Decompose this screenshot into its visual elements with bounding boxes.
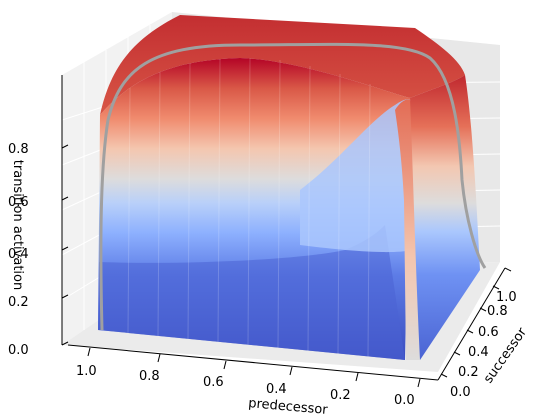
x-tick-label: 0.0 [394, 393, 415, 408]
z-tick-label: 0.2 [8, 295, 29, 310]
x-axis-label: predecessor [248, 396, 329, 414]
z-tick-label: 0.8 [8, 142, 29, 157]
y-tick-label: 1.0 [496, 290, 517, 305]
y-tick-label: 0.8 [487, 304, 508, 319]
x-tick-labels: 1.0 0.8 0.6 0.4 0.2 0.0 [76, 364, 415, 408]
surface-strips [127, 57, 371, 358]
z-axis-label: transition activation [10, 160, 25, 290]
boundary-curve [99, 42, 487, 331]
surface-front-low [98, 225, 405, 360]
surface-right [410, 75, 480, 360]
z-tick-label: 0.0 [8, 343, 29, 358]
x-tick-label: 0.2 [330, 388, 351, 403]
z-ticks [61, 144, 69, 346]
x-tick-label: 0.8 [139, 369, 160, 384]
y-tick-label: 0.0 [450, 385, 471, 400]
x-tick-label: 0.4 [266, 382, 287, 397]
y-tick-label: 0.2 [458, 365, 479, 380]
y-tick-labels: 0.0 0.2 0.4 0.6 0.8 1.0 [450, 290, 517, 400]
x-tick-label: 1.0 [76, 364, 97, 379]
y-tick-label: 0.6 [478, 325, 499, 340]
x-ticks [87, 347, 421, 388]
x-tick-label: 0.6 [203, 375, 224, 390]
z-tick-label: 0.4 [8, 247, 29, 262]
surface-ridge [300, 99, 412, 253]
z-tick-labels: 0.0 0.2 0.4 0.6 0.8 [8, 142, 29, 358]
surface-top [100, 15, 465, 115]
y-ticks [440, 267, 512, 378]
y-tick-label: 0.4 [468, 345, 489, 360]
z-tick-label: 0.6 [8, 195, 29, 210]
